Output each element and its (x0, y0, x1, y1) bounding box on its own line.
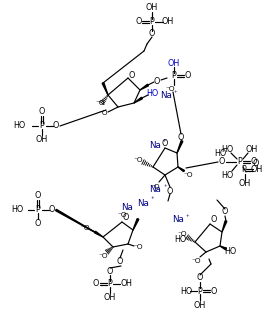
Polygon shape (134, 97, 143, 103)
Text: OH: OH (239, 179, 251, 188)
Text: Na: Na (137, 198, 149, 207)
Text: O: O (136, 18, 142, 27)
Text: O: O (39, 108, 45, 117)
Polygon shape (95, 231, 103, 237)
Polygon shape (220, 246, 226, 250)
Text: HO: HO (174, 235, 186, 244)
Text: O: O (178, 133, 184, 142)
Text: HO: HO (14, 122, 26, 131)
Text: ⁻O: ⁻O (133, 244, 143, 250)
Text: OH: OH (251, 166, 263, 175)
Text: O: O (149, 30, 155, 39)
Text: O: O (219, 158, 225, 167)
Polygon shape (56, 209, 98, 234)
Text: O: O (253, 160, 259, 169)
Text: O: O (211, 287, 217, 296)
Text: OH: OH (194, 300, 206, 309)
Text: O: O (53, 122, 59, 131)
Text: HO: HO (221, 170, 233, 179)
Text: ⁻O: ⁻O (183, 172, 193, 178)
Text: ⁺: ⁺ (173, 91, 177, 97)
Text: P: P (238, 158, 242, 167)
Text: ⁻O: ⁻O (150, 184, 160, 190)
Text: O: O (129, 71, 135, 80)
Polygon shape (102, 82, 108, 95)
Text: Na: Na (160, 91, 172, 100)
Text: O: O (197, 273, 203, 282)
Text: OH: OH (146, 4, 158, 13)
Polygon shape (140, 84, 148, 90)
Text: O: O (117, 257, 123, 266)
Text: P: P (150, 18, 154, 27)
Text: HO: HO (224, 247, 236, 256)
Text: O: O (167, 187, 173, 195)
Text: ⁺: ⁺ (163, 185, 167, 191)
Text: ⁺: ⁺ (162, 140, 166, 146)
Text: HO: HO (146, 89, 158, 98)
Text: P: P (198, 287, 202, 296)
Text: Na: Na (149, 186, 161, 195)
Text: P: P (40, 122, 44, 131)
Text: O: O (154, 77, 160, 86)
Text: P: P (242, 166, 246, 175)
Text: O: O (211, 215, 217, 224)
Text: OH: OH (104, 293, 116, 302)
Text: OH: OH (162, 18, 174, 27)
Polygon shape (133, 219, 139, 230)
Text: OH: OH (36, 135, 48, 144)
Polygon shape (178, 167, 184, 172)
Text: Na: Na (121, 204, 133, 213)
Text: O: O (123, 213, 129, 222)
Text: ⁺: ⁺ (150, 197, 154, 203)
Text: HO: HO (214, 149, 226, 158)
Text: ⁻O: ⁻O (191, 258, 201, 264)
Text: Na: Na (172, 215, 184, 224)
Text: P: P (36, 205, 40, 214)
Text: HO: HO (180, 287, 192, 296)
Text: ⁻O: ⁻O (165, 86, 175, 92)
Text: ⁺: ⁺ (185, 215, 189, 221)
Text: O: O (185, 72, 191, 81)
Text: OH: OH (246, 144, 258, 153)
Text: HO: HO (12, 205, 24, 214)
Text: O: O (251, 158, 257, 167)
Text: P: P (172, 72, 176, 81)
Text: O: O (35, 220, 41, 229)
Text: OH: OH (168, 58, 180, 67)
Text: O: O (162, 138, 168, 148)
Polygon shape (222, 221, 227, 232)
Text: ⁻O: ⁻O (133, 157, 143, 163)
Text: ⁻O: ⁻O (95, 100, 105, 106)
Text: H: H (125, 280, 131, 289)
Text: ⁻O: ⁻O (98, 253, 108, 259)
Text: Na: Na (149, 141, 161, 150)
Text: O: O (49, 205, 55, 214)
Text: ⁻O: ⁻O (98, 110, 108, 116)
Text: O: O (35, 192, 41, 201)
Text: O: O (121, 280, 127, 289)
Polygon shape (177, 141, 183, 153)
Text: P: P (108, 280, 112, 289)
Text: O: O (93, 280, 99, 289)
Text: HO: HO (221, 144, 233, 153)
Text: ⁻O: ⁻O (80, 225, 90, 231)
Text: ⁻O: ⁻O (117, 212, 127, 218)
Text: ⁻O: ⁻O (177, 231, 187, 237)
Text: O: O (107, 266, 113, 275)
Text: O: O (222, 207, 228, 216)
